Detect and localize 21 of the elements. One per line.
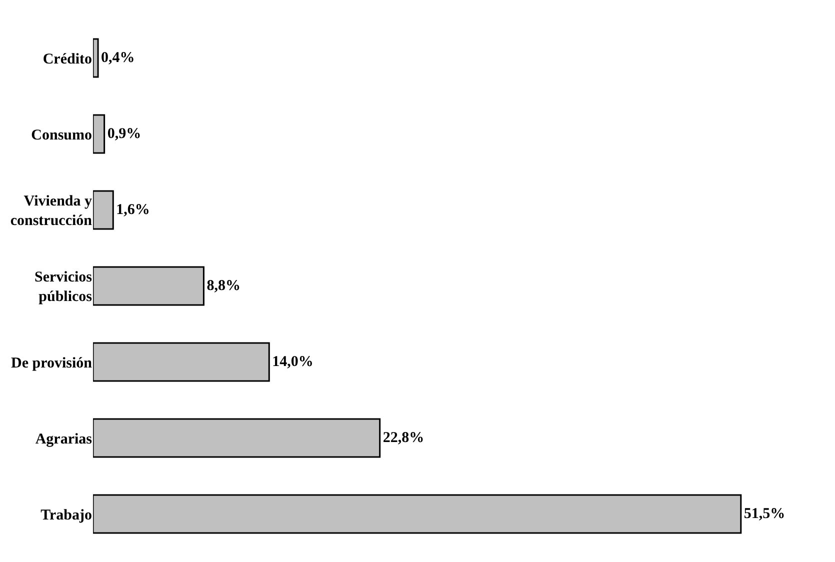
- data-label: 22,8%: [382, 430, 424, 446]
- data-label: 8,8%: [206, 278, 240, 294]
- bar: [93, 38, 99, 78]
- bar: [93, 266, 204, 306]
- y-tick-label: Vivienda y construcción: [10, 194, 93, 229]
- y-tick-label: De provisión: [11, 355, 93, 372]
- y-tick-label: Agrarias: [35, 431, 92, 448]
- data-label: 1,6%: [116, 202, 150, 218]
- data-label: 14,0%: [272, 354, 314, 370]
- data-label: 51,5%: [744, 506, 786, 522]
- y-tick-label: Servicios públicos: [34, 270, 92, 305]
- data-label: 0,4%: [101, 50, 135, 66]
- y-tick-label: Consumo: [31, 127, 92, 144]
- bar: [93, 190, 114, 230]
- data-label: 0,9%: [107, 126, 142, 142]
- bar: [93, 114, 106, 154]
- bar: [93, 494, 742, 534]
- y-tick-label: Trabajo: [40, 507, 92, 524]
- bar: [93, 418, 381, 458]
- bar: [93, 342, 270, 382]
- y-tick-label: Crédito: [42, 51, 92, 68]
